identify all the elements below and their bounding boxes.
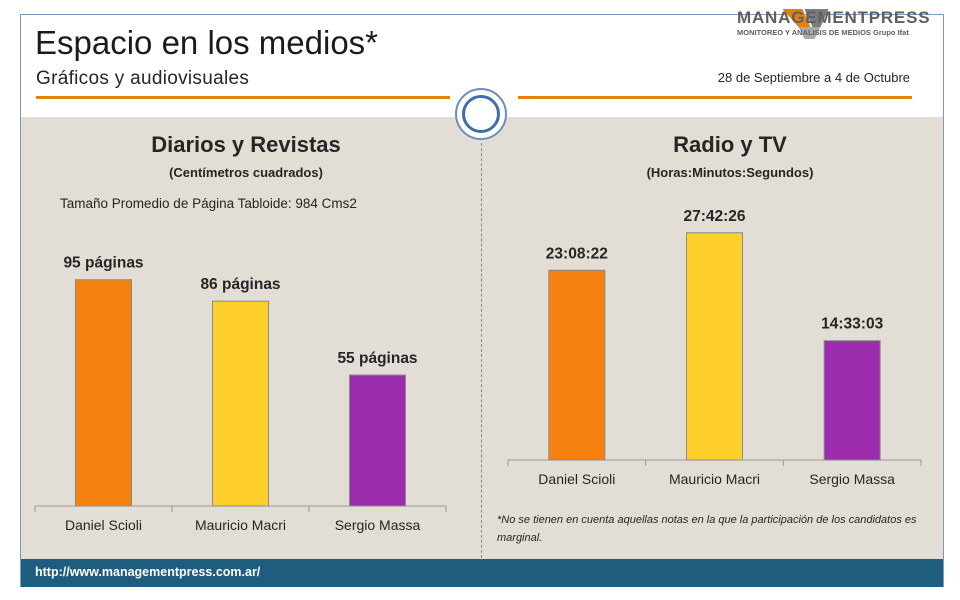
header-rule-right (518, 96, 912, 99)
diarios-data-label: 95 páginas (63, 255, 143, 272)
diarios-bar (212, 300, 269, 507)
page-title: Espacio en los medios* (35, 24, 379, 61)
right-panel-title: Radio y TV (673, 132, 787, 157)
radio-tv-data-label: 14:33:03 (821, 316, 883, 333)
radio-tv-bar (548, 269, 606, 461)
logo-name: MANAGEMENTPRESS (737, 8, 931, 27)
logo-tagline: MONITOREO Y ANALISIS DE MEDIOS Grupo Ifa… (737, 28, 909, 37)
radio-tv-data-label: 27:42:26 (683, 208, 745, 225)
footnote: *No se tienen en cuenta aquellas notas e… (497, 514, 917, 544)
radio-tv-category-label: Daniel Scioli (538, 471, 615, 487)
radio-tv-category-label: Mauricio Macri (669, 471, 760, 487)
radio-tv-data-label: 23:08:22 (546, 245, 608, 262)
center-badge-inner (462, 95, 500, 133)
right-panel-subtitle: (Horas:Minutos:Segundos) (646, 165, 814, 180)
footer-bar (21, 559, 943, 587)
left-panel-note: Tamaño Promedio de Página Tabloide: 984 … (60, 196, 357, 211)
diarios-category-label: Mauricio Macri (195, 517, 286, 533)
diarios-bar (75, 279, 132, 507)
diarios-category-label: Sergio Massa (335, 517, 421, 533)
left-panel-title: Diarios y Revistas (151, 132, 341, 157)
date-range: 28 de Septiembre a 4 de Octubre (717, 70, 910, 85)
page-subtitle: Gráficos y audiovisuales (36, 68, 250, 89)
radio-tv-bar (686, 232, 743, 461)
radio-tv-category-label: Sergio Massa (809, 471, 895, 487)
logo-icon (782, 9, 829, 39)
content-area (21, 117, 943, 559)
diarios-category-label: Daniel Scioli (65, 517, 142, 533)
diarios-bar (349, 374, 406, 507)
footer-link[interactable]: http://www.managementpress.com.ar/ (35, 565, 261, 579)
radio-tv-bar (823, 340, 881, 461)
diarios-data-label: 55 páginas (337, 350, 417, 367)
header-rule-left (36, 96, 450, 99)
panel-divider (481, 143, 482, 558)
left-panel-subtitle: (Centímetros cuadrados) (169, 165, 323, 180)
diarios-data-label: 86 páginas (200, 276, 280, 293)
